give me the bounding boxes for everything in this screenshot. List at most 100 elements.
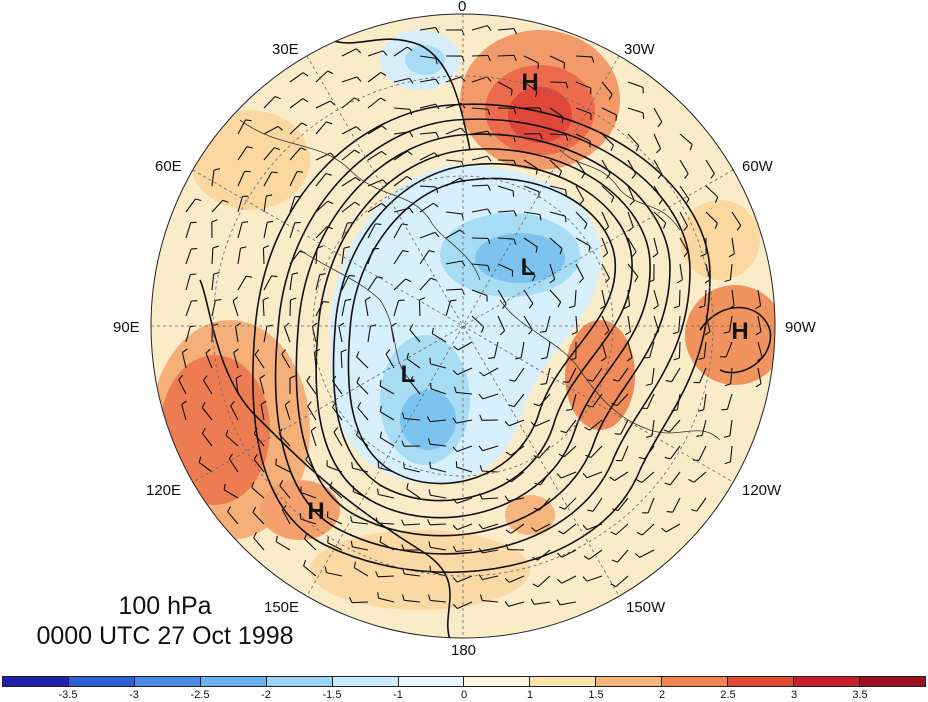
wind-barb [341, 149, 355, 161]
wind-barb-flag [333, 427, 339, 433]
wind-barb-flag [487, 238, 491, 245]
wind-barb [380, 437, 395, 447]
wind-barb [696, 497, 707, 512]
wind-barb [262, 299, 265, 317]
wind-barb [254, 354, 265, 369]
wind-barb [315, 173, 327, 187]
wind-barb-flag [211, 219, 218, 223]
wind-barb [356, 356, 369, 369]
color-scale-segment [530, 677, 597, 686]
wind-barb [419, 131, 436, 135]
wind-barb-flag [478, 547, 483, 554]
wind-barb-flag [605, 277, 610, 284]
color-scale-segment [859, 677, 925, 686]
wind-barb-flag [266, 194, 273, 197]
wind-barb [627, 237, 637, 253]
wind-barb-flag [478, 493, 483, 500]
wind-barb-flag [407, 150, 413, 156]
wind-barb-flag [657, 121, 663, 127]
color-scale-segment [398, 677, 465, 686]
wind-barb [482, 393, 499, 400]
wind-barb-flag [556, 599, 561, 606]
wind-barb [627, 185, 635, 201]
wind-barb [313, 352, 317, 369]
wind-barb-flag [755, 383, 762, 388]
wind-barb-flag [419, 297, 426, 301]
high-center-marker: H [307, 498, 325, 525]
wind-barb [561, 575, 577, 584]
wind-barb [534, 601, 551, 605]
wind-barb-flag [274, 95, 281, 100]
wind-barb-flag [409, 109, 413, 116]
wind-barb [237, 146, 248, 161]
wind-barb [471, 155, 488, 161]
wind-barb [564, 497, 577, 510]
wind-barb-flag [356, 76, 362, 82]
wind-barb-flag [324, 566, 327, 573]
wind-barb-flag [583, 555, 590, 560]
wind-barb-flag [379, 380, 382, 387]
wind-barb [523, 81, 538, 92]
wind-barb-flag [688, 478, 695, 483]
wind-barb [627, 81, 644, 88]
wind-barb-flag [310, 426, 317, 432]
wind-barb [497, 28, 514, 31]
color-scale-segment [3, 677, 69, 686]
wind-barb-flag [487, 155, 492, 162]
wind-barb [289, 122, 302, 135]
wind-barb-flag [673, 357, 680, 361]
wind-barb [649, 341, 655, 358]
wind-barb-flag [435, 27, 440, 34]
wind-barb-flag [435, 78, 440, 85]
wind-barb [575, 81, 592, 89]
wind-barb [341, 76, 358, 83]
wind-barb [456, 549, 473, 553]
wind-barb-flag [353, 561, 356, 568]
wind-barb [565, 419, 577, 434]
wind-barb [601, 133, 614, 146]
wind-barb [617, 497, 629, 511]
wind-barb-flag [581, 172, 586, 179]
wind-barb-flag [629, 200, 635, 206]
wind-barb-flag [508, 404, 515, 408]
wind-barb-flag [235, 374, 242, 379]
wind-barb [549, 263, 556, 280]
wind-barb [227, 511, 239, 525]
wind-barb-flag [487, 55, 491, 62]
wind-barb [471, 54, 489, 57]
wind-barb [456, 419, 473, 424]
wind-barb-flag [636, 531, 643, 536]
wind-barb [289, 171, 298, 187]
wind-barb-flag [351, 462, 354, 469]
wind-barb [380, 411, 395, 421]
wind-barb [281, 509, 291, 525]
wind-barb [575, 263, 584, 279]
wind-barb [508, 419, 525, 427]
wind-barb-flag [228, 453, 234, 460]
wind-barb-flag [452, 370, 458, 375]
wind-barb-flag [658, 199, 663, 205]
wind-barb-flag [398, 299, 405, 302]
wind-barb [456, 523, 473, 531]
wind-barb [653, 315, 660, 332]
wind-barb-flag [355, 176, 361, 182]
wind-barb-flag [302, 72, 309, 77]
wind-barb [326, 465, 343, 473]
wind-barb-flag [564, 216, 567, 223]
wind-barb-flag [487, 184, 491, 191]
wind-barb [341, 275, 350, 291]
wind-barb [445, 288, 463, 291]
wind-barb-flag [700, 253, 707, 257]
wind-barb-flag [676, 279, 683, 284]
wind-barb [703, 341, 707, 358]
wind-barb-flag [664, 482, 671, 486]
wind-barb-flag [406, 482, 409, 490]
color-scale-tick-label: 1.5 [588, 689, 604, 701]
wind-barb-flag [724, 461, 731, 465]
wind-barb-flag [600, 305, 606, 310]
wind-barb-flag [356, 351, 360, 358]
wind-barb-flag [402, 567, 405, 575]
wind-barb-flag [429, 461, 432, 469]
wind-barb-flag [663, 429, 670, 433]
wind-barb-flag [307, 401, 312, 407]
